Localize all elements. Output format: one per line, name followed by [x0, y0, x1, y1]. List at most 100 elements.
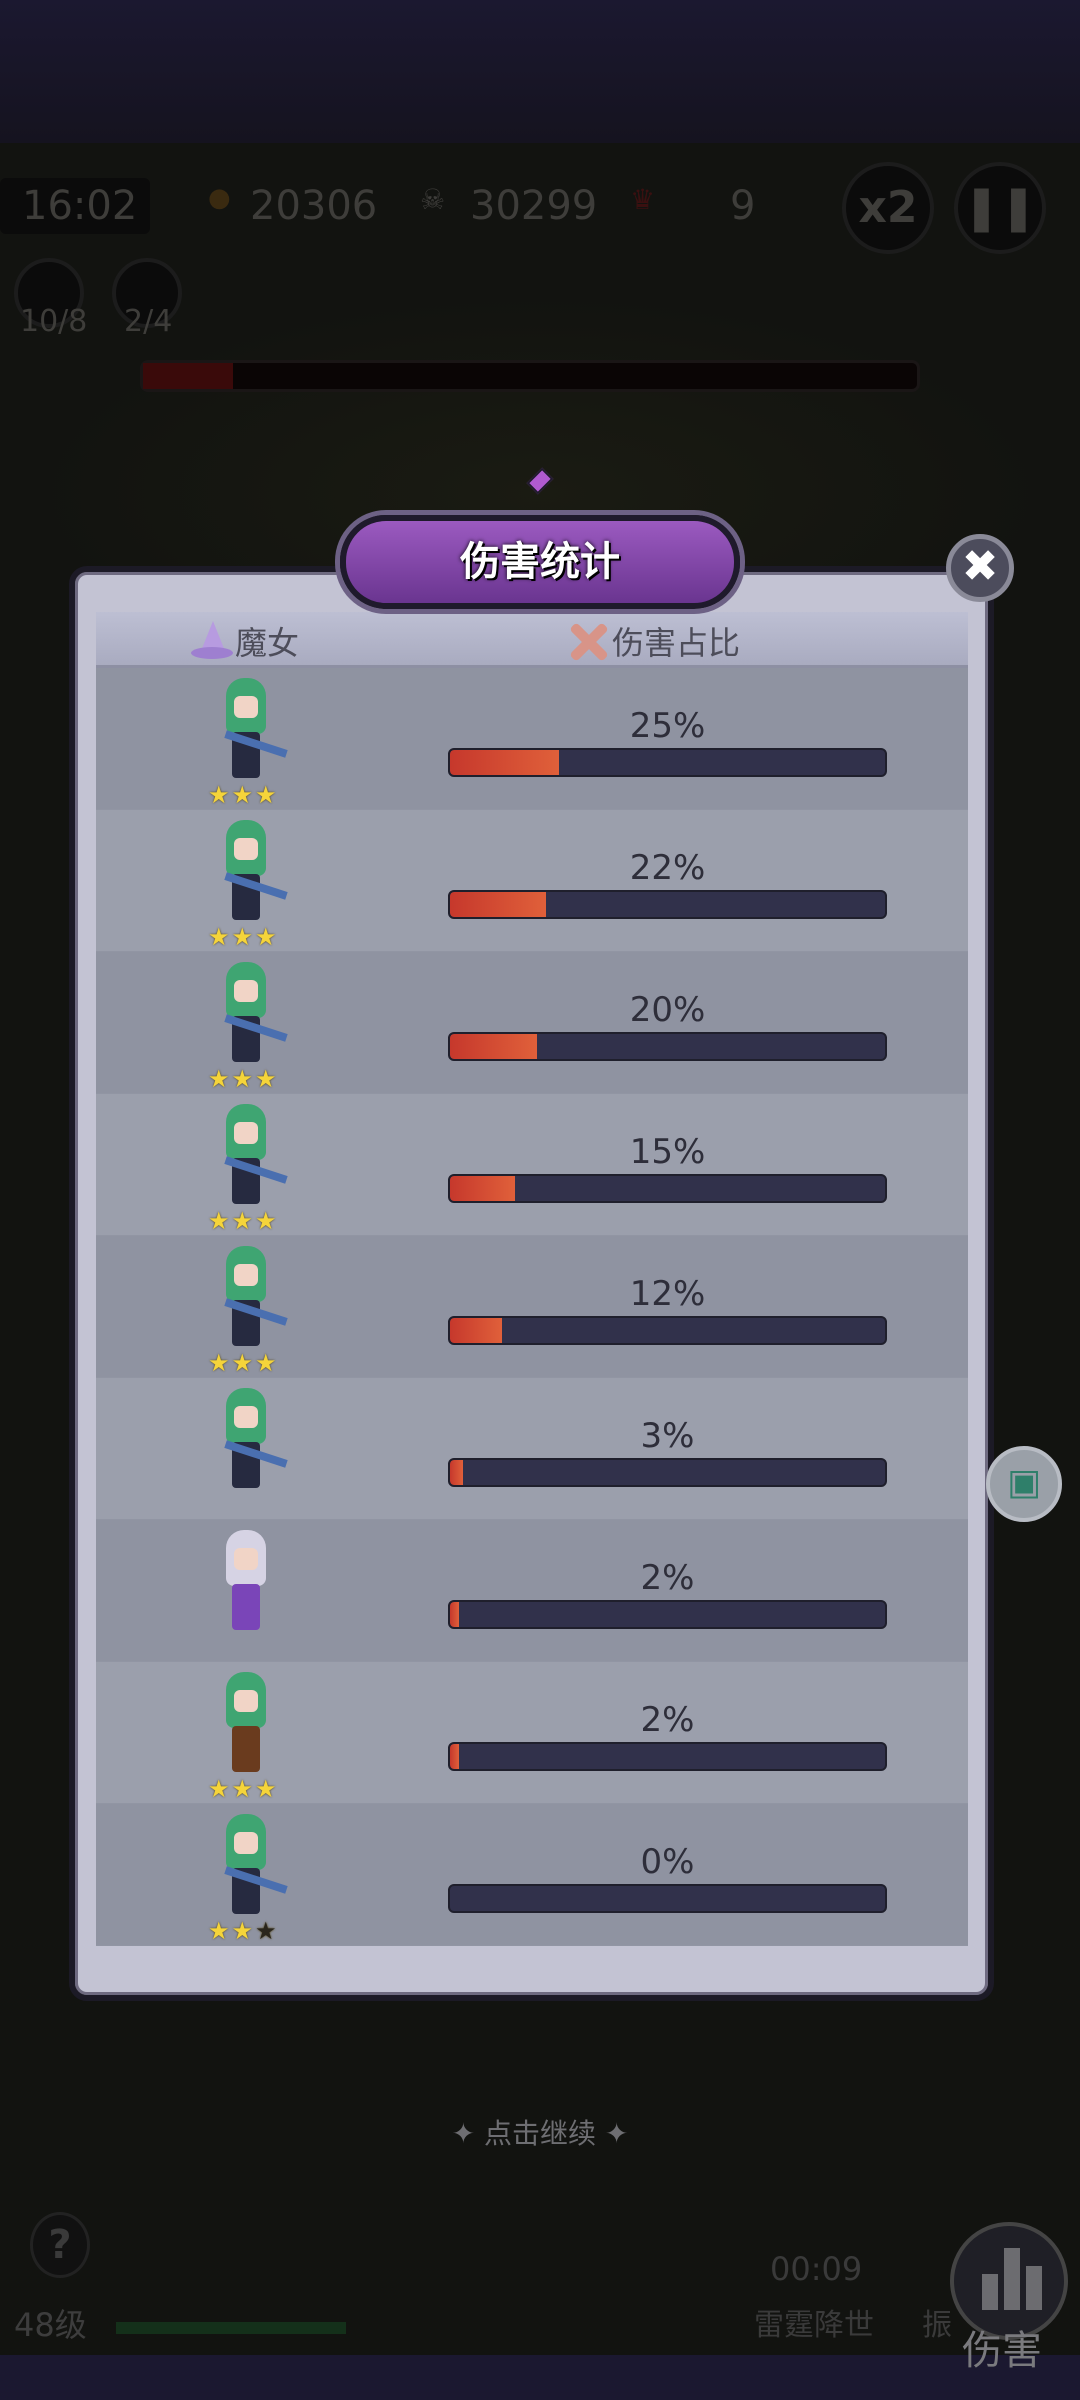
dialog-title: 伤害统计 [460, 539, 620, 585]
damage-button-label: 伤害 [962, 2328, 1042, 2374]
game-timer: 16:02 [22, 183, 138, 229]
column-damage-share: 伤害占比 [612, 624, 741, 662]
weapon-slot-1 [14, 258, 84, 328]
damage-bar [448, 1032, 887, 1061]
star-icon: ★ [231, 923, 254, 951]
damage-row: ★ ★ ★ 20% [96, 952, 968, 1093]
boss-icon: ♛ [630, 183, 656, 216]
star-icon: ★ [231, 781, 254, 809]
weapon-slot-2 [112, 258, 182, 328]
character-portrait-green-fox-girl-sniper [206, 1100, 288, 1210]
damage-bar [448, 1600, 887, 1629]
character-portrait-green-ponytail-girl-rifle [206, 1810, 288, 1920]
star-rating: ★ ★ ★ [208, 1919, 277, 1943]
column-witch: 魔女 [235, 624, 300, 662]
player-level: 48级 [14, 2306, 87, 2344]
bottom-background [0, 2355, 1080, 2400]
kill-count: 30299 [470, 183, 598, 229]
star-icon: ★ [231, 1775, 254, 1803]
star-rating: ★ ★ ★ [208, 1067, 277, 1091]
character-portrait-green-fox-girl-sniper [206, 674, 288, 784]
star-icon: ★ [255, 1207, 277, 1235]
damage-bar-fill [450, 1318, 503, 1343]
star-icon: ★ [255, 1349, 277, 1377]
star-icon: ★ [208, 1207, 230, 1235]
damage-row: 2% [96, 1520, 968, 1661]
star-icon: ★ [255, 1917, 277, 1945]
weapon-2-count: 2/4 [124, 304, 173, 339]
pause-button[interactable]: ❚❚ [954, 162, 1046, 254]
star-icon: ★ [208, 923, 230, 951]
side-cube-button[interactable]: ▣ [986, 1446, 1062, 1522]
star-icon: ★ [208, 781, 230, 809]
star-rating: ★ ★ ★ [208, 1351, 277, 1375]
damage-percent: 20% [629, 990, 706, 1030]
damage-percent: 15% [629, 1132, 706, 1172]
damage-bar [448, 1316, 887, 1345]
damage-row: ★ ★ ★ 12% [96, 1236, 968, 1377]
witch-hat-icon [191, 621, 233, 661]
star-icon: ★ [255, 1065, 277, 1093]
character-portrait-silver-hair-moon-witch [206, 1526, 286, 1636]
damage-percent: 2% [640, 1558, 695, 1598]
crossed-swords-icon [566, 619, 610, 663]
character-portrait-green-ponytail-girl-blue-gun [206, 958, 288, 1068]
damage-percent: 22% [629, 848, 706, 888]
skill-2-label: 振 [922, 2308, 952, 2343]
damage-bar-fill [450, 1744, 459, 1769]
character-portrait-green-ponytail-girl-rifle [206, 1384, 288, 1494]
boss-health-bar [140, 360, 920, 392]
damage-bar-fill [450, 1176, 516, 1201]
damage-bar [448, 748, 887, 777]
damage-bar-fill [450, 1602, 459, 1627]
star-rating: ★ ★ ★ [208, 1209, 277, 1233]
skill-1-label: 雷霆降世 [754, 2308, 874, 2343]
damage-bar [448, 1458, 887, 1487]
star-rating: ★ ★ ★ [208, 925, 277, 949]
damage-bar [448, 1742, 887, 1771]
character-portrait-brown-hat-girl [206, 1668, 286, 1778]
damage-row: ★ ★ ★ 15% [96, 1094, 968, 1235]
star-icon: ★ [231, 1917, 254, 1945]
star-icon: ★ [231, 1349, 254, 1377]
damage-row: 3% [96, 1378, 968, 1519]
damage-row: ★ ★ ★ 2% [96, 1662, 968, 1803]
damage-bar-fill [450, 892, 546, 917]
star-icon: ★ [208, 1917, 230, 1945]
weapon-1-count: 10/8 [20, 304, 88, 339]
star-rating: ★ ★ ★ [208, 1777, 277, 1801]
coin-icon: ● [208, 183, 231, 213]
damage-percent: 3% [640, 1416, 695, 1456]
top-background [0, 0, 1080, 143]
star-icon: ★ [255, 1775, 277, 1803]
damage-bar [448, 890, 887, 919]
timer-box [0, 178, 150, 234]
damage-stats-button[interactable] [950, 2222, 1068, 2340]
damage-row: ★ ★ ★ 0% [96, 1804, 968, 1945]
star-icon: ★ [208, 1775, 230, 1803]
damage-percent: 2% [640, 1700, 695, 1740]
damage-bar [448, 1174, 887, 1203]
damage-bar-fill [450, 1034, 537, 1059]
damage-row: ★ ★ ★ 25% [96, 668, 968, 809]
skill-cooldown: 00:09 [770, 2250, 863, 2288]
help-button[interactable]: ? [30, 2212, 90, 2278]
star-icon: ★ [208, 1065, 230, 1093]
title-banner: 伤害统计 [340, 515, 740, 609]
speed-button[interactable]: x2 [842, 162, 934, 254]
star-icon: ★ [231, 1065, 254, 1093]
star-icon: ★ [255, 781, 277, 809]
damage-table: 魔女 伤害占比 ★ ★ ★ 25% ★ ★ ★ 22% ★ ★ ★ 20% ★ ★ ★ 15% ★ ★ ★ 12% 3%… [96, 612, 968, 1946]
skull-icon: ☠ [420, 183, 446, 216]
character-portrait-green-ponytail-girl-blue-gun [206, 816, 288, 926]
damage-row: ★ ★ ★ 22% [96, 810, 968, 951]
star-icon: ★ [208, 1349, 230, 1377]
damage-bar [448, 1884, 887, 1913]
close-button[interactable]: ✖ [946, 534, 1014, 602]
damage-percent: 25% [629, 706, 706, 746]
coin-count: 20306 [250, 183, 378, 229]
damage-bar-fill [450, 1460, 464, 1485]
damage-percent: 0% [640, 1842, 695, 1882]
tap-to-continue[interactable]: ✦ 点击继续 ✦ [451, 2117, 629, 2150]
cube-icon: ▣ [1006, 1462, 1041, 1503]
